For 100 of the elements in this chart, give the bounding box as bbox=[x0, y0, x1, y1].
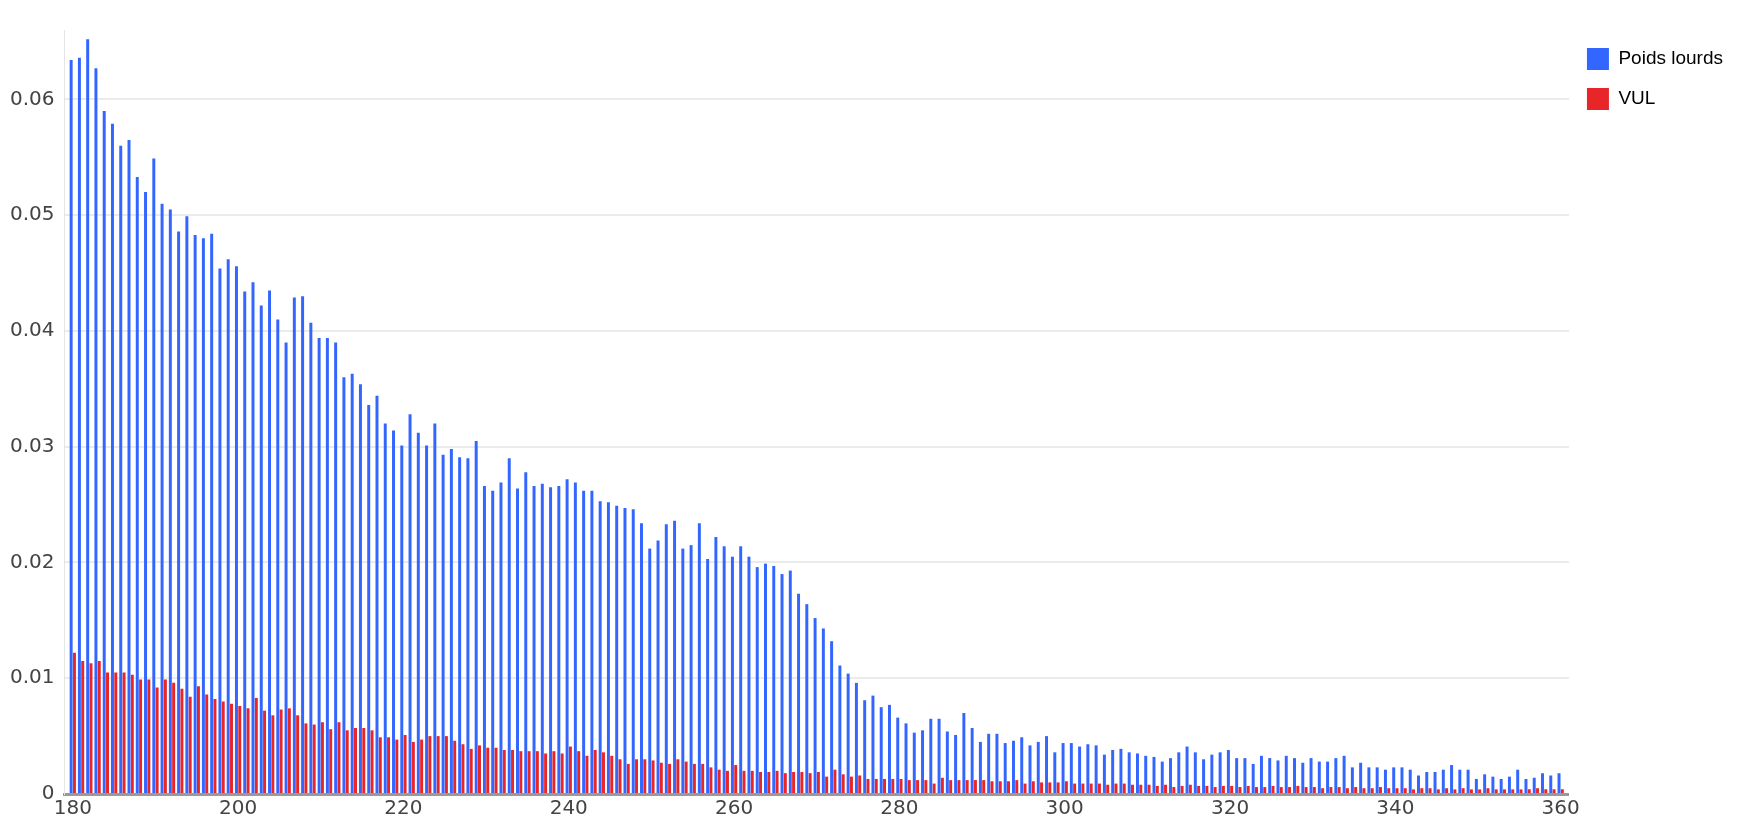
bar bbox=[759, 772, 763, 793]
bar bbox=[287, 708, 291, 793]
bar bbox=[1293, 758, 1296, 793]
bar bbox=[309, 322, 313, 793]
bar bbox=[444, 736, 448, 793]
bar bbox=[717, 769, 721, 793]
x-tick-label: 280 bbox=[880, 795, 919, 820]
bar bbox=[1144, 755, 1148, 793]
bar bbox=[122, 672, 126, 793]
x-tick-label: 360 bbox=[1541, 795, 1580, 820]
bar bbox=[879, 707, 883, 793]
x-tick-label: 240 bbox=[549, 795, 588, 820]
bar bbox=[673, 520, 677, 793]
bar bbox=[119, 145, 123, 793]
bar bbox=[392, 430, 396, 793]
bar bbox=[387, 737, 391, 793]
bar bbox=[552, 751, 556, 793]
bar bbox=[168, 209, 172, 793]
bar bbox=[416, 432, 420, 793]
bar bbox=[94, 68, 98, 793]
bar bbox=[598, 501, 602, 793]
bar bbox=[334, 342, 338, 793]
bar bbox=[841, 774, 845, 793]
bar bbox=[1491, 776, 1495, 793]
bar bbox=[544, 753, 548, 793]
bar bbox=[1180, 785, 1184, 793]
bar bbox=[1251, 763, 1255, 793]
bar bbox=[1064, 781, 1068, 793]
bar bbox=[1230, 785, 1234, 793]
bar bbox=[1210, 754, 1214, 793]
bar bbox=[954, 734, 958, 793]
bar bbox=[1078, 746, 1082, 793]
bar bbox=[86, 39, 90, 793]
bar bbox=[788, 570, 792, 793]
bar bbox=[1441, 769, 1445, 793]
bar bbox=[271, 715, 275, 793]
bar bbox=[615, 505, 619, 793]
bar bbox=[1097, 783, 1101, 793]
bar bbox=[458, 457, 462, 793]
bar bbox=[238, 706, 242, 793]
bar bbox=[1304, 787, 1308, 793]
bar bbox=[899, 778, 903, 793]
bar bbox=[1081, 783, 1085, 793]
bar bbox=[1420, 788, 1424, 793]
bar bbox=[1119, 748, 1123, 793]
bar bbox=[1549, 775, 1553, 793]
bar bbox=[1031, 781, 1035, 793]
bar bbox=[1478, 789, 1482, 793]
bar bbox=[433, 423, 437, 793]
bar bbox=[1541, 773, 1544, 793]
bar bbox=[1061, 743, 1065, 793]
bar bbox=[1524, 778, 1528, 793]
bar bbox=[213, 699, 217, 793]
bar bbox=[362, 728, 366, 793]
bar bbox=[557, 486, 561, 793]
bar bbox=[945, 731, 949, 793]
bar bbox=[205, 694, 209, 793]
bar bbox=[982, 780, 986, 793]
bar bbox=[408, 414, 412, 793]
bar bbox=[304, 723, 308, 793]
bar bbox=[921, 730, 925, 793]
bar bbox=[342, 377, 346, 793]
bar bbox=[635, 759, 639, 793]
bar bbox=[797, 593, 801, 793]
bar bbox=[375, 395, 379, 793]
bar bbox=[676, 759, 680, 793]
bar bbox=[681, 548, 685, 793]
bar bbox=[1263, 787, 1267, 793]
bar bbox=[1020, 737, 1024, 793]
bar bbox=[1486, 788, 1490, 793]
bar bbox=[524, 472, 528, 793]
bar bbox=[1544, 789, 1548, 793]
bar bbox=[519, 751, 523, 793]
bar bbox=[177, 231, 181, 793]
bar bbox=[1412, 789, 1416, 793]
bar bbox=[1185, 746, 1189, 793]
bar bbox=[370, 730, 374, 793]
bar bbox=[651, 760, 655, 793]
bar bbox=[1268, 758, 1272, 793]
bar bbox=[849, 776, 853, 793]
bar bbox=[329, 729, 333, 793]
bar bbox=[929, 718, 933, 793]
bar bbox=[725, 770, 729, 793]
bar bbox=[560, 753, 564, 793]
bar bbox=[1221, 785, 1225, 793]
bar bbox=[367, 405, 371, 793]
bar bbox=[1197, 785, 1201, 793]
bar bbox=[152, 158, 156, 793]
bar bbox=[284, 342, 288, 793]
bar bbox=[89, 663, 93, 793]
bar bbox=[1301, 762, 1305, 793]
bar bbox=[540, 483, 544, 793]
bar bbox=[1111, 750, 1115, 793]
bar bbox=[643, 759, 647, 793]
bar bbox=[1015, 780, 1019, 793]
bar bbox=[325, 337, 329, 793]
y-tick-label: 0.02 bbox=[10, 548, 55, 573]
bar bbox=[1164, 784, 1168, 793]
bar bbox=[590, 490, 594, 793]
bar bbox=[1086, 744, 1090, 793]
